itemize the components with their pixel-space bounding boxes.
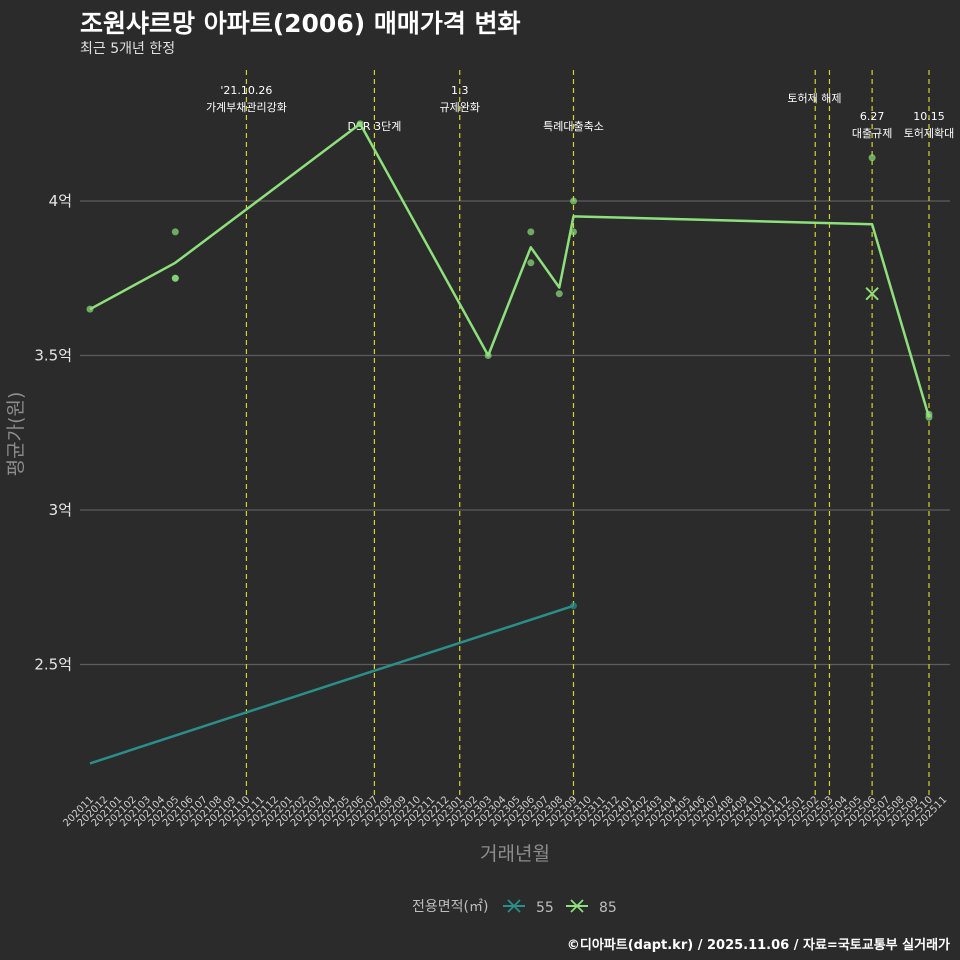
series-line-55 bbox=[89, 604, 574, 765]
data-point bbox=[569, 228, 577, 236]
data-point bbox=[569, 602, 577, 610]
data-point bbox=[569, 197, 577, 205]
event-label: 1.3 bbox=[451, 84, 469, 97]
y-axis-title: 평균가(원) bbox=[5, 392, 27, 477]
y-tick-label: 3억 bbox=[49, 501, 72, 519]
source-caption: ©디아파트(dapt.kr) / 2025.11.06 / 자료=국토교통부 실… bbox=[566, 938, 950, 953]
data-point bbox=[527, 228, 535, 236]
chart-title: 조원샤르망 아파트(2006) 매매가격 변화 bbox=[80, 9, 521, 38]
data-point bbox=[356, 120, 364, 128]
event-label: 토허제 해제 bbox=[787, 91, 841, 105]
legend-title: 전용면적(㎡) bbox=[412, 899, 488, 915]
event-label: 대출규제 bbox=[852, 127, 892, 140]
data-point bbox=[527, 259, 535, 267]
event-label: 특례대출축소 bbox=[543, 120, 604, 133]
event-label: 6.27 bbox=[860, 110, 885, 123]
y-tick-label: 4억 bbox=[49, 192, 72, 210]
x-tick-labels: 2020112020122021012021022021032021042021… bbox=[61, 794, 949, 829]
data-point bbox=[868, 154, 876, 162]
legend-swatch-cross bbox=[507, 899, 521, 913]
y-tick-label: 3.5억 bbox=[34, 347, 72, 365]
y-tick-labels: 2.5억 3억 3.5억 4억 bbox=[34, 192, 72, 674]
series-line-85 bbox=[89, 122, 931, 418]
legend-label: 85 bbox=[599, 900, 617, 916]
data-point bbox=[555, 290, 563, 298]
legend-swatch-cross bbox=[570, 899, 584, 913]
event-label: 가계부채관리강화 bbox=[206, 101, 287, 114]
legend-label: 55 bbox=[536, 900, 554, 916]
data-cross bbox=[865, 286, 879, 301]
event-label: 토허제확대 bbox=[904, 127, 955, 140]
data-point bbox=[171, 274, 179, 282]
data-point bbox=[484, 352, 492, 359]
event-label: 규제완화 bbox=[439, 101, 479, 114]
y-tick-label: 2.5억 bbox=[34, 656, 72, 674]
data-series bbox=[86, 120, 933, 765]
x-axis-title: 거래년월 bbox=[480, 843, 550, 865]
y-gridlines bbox=[80, 200, 950, 666]
event-label: '21.10.26 bbox=[220, 84, 272, 97]
cross-stroke bbox=[865, 286, 879, 301]
data-point bbox=[925, 413, 933, 421]
legend-item-85: 85 bbox=[566, 899, 617, 916]
legend: 전용면적(㎡) 55 85 bbox=[412, 899, 617, 916]
data-point bbox=[171, 228, 179, 236]
chart-subtitle: 최근 5개년 한정 bbox=[80, 41, 176, 57]
data-point bbox=[86, 305, 94, 313]
event-label: 10.15 bbox=[913, 110, 945, 123]
legend-item-55: 55 bbox=[503, 899, 554, 916]
